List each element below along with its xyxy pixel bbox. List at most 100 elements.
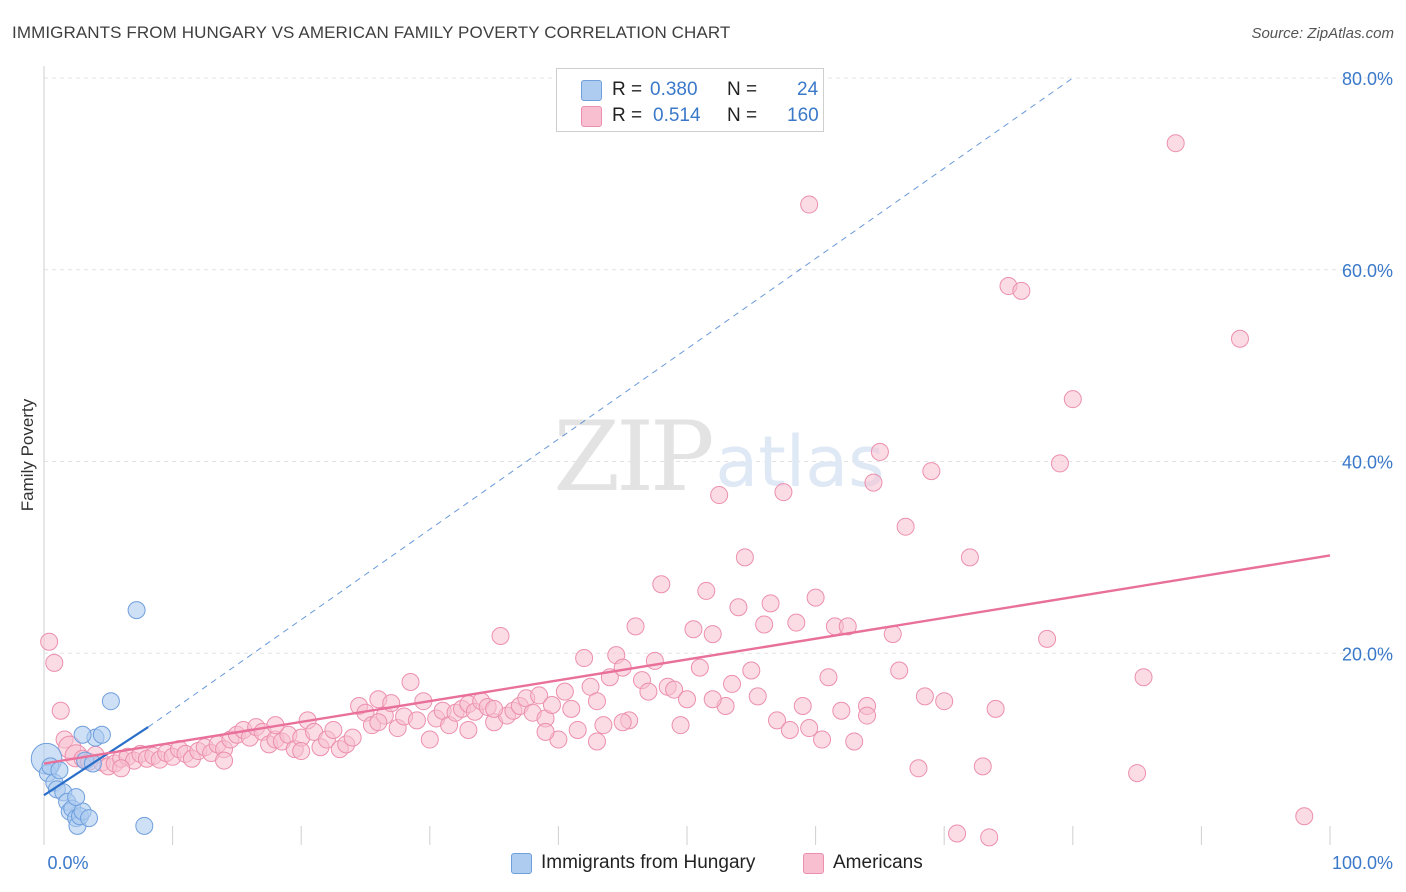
americans-point <box>562 699 581 718</box>
americans-point <box>800 195 819 214</box>
americans-point <box>960 548 979 567</box>
americans-point <box>587 692 606 711</box>
americans-point <box>292 742 311 761</box>
americans-point <box>626 617 645 636</box>
americans-point <box>459 720 478 739</box>
americans-point <box>729 598 748 617</box>
americans-point <box>723 674 742 693</box>
hungary-n-value: 24 <box>797 79 819 100</box>
americans-point <box>684 620 703 639</box>
americans-point <box>1295 807 1314 826</box>
y-tick-label: 80.0% <box>1342 69 1393 89</box>
americans-point <box>485 699 504 718</box>
bottom-hungary-label: Immigrants from Hungary <box>541 852 756 873</box>
hungary-r-value: 0.380 <box>650 79 698 100</box>
americans-point <box>1038 629 1057 648</box>
americans-point <box>51 701 70 720</box>
tick-labels: 20.0% 40.0% 60.0% 80.0% 0.0% 100.0% <box>47 69 1393 873</box>
americans-point <box>870 442 889 461</box>
americans-point <box>864 473 883 492</box>
americans-point <box>613 713 632 732</box>
americans-point <box>980 828 999 847</box>
americans-point <box>536 722 555 741</box>
americans-point <box>1050 454 1069 473</box>
hungary-point <box>73 725 92 744</box>
americans-point <box>40 632 59 651</box>
americans-point <box>369 713 388 732</box>
americans-point <box>420 730 439 749</box>
americans-n-value: 160 <box>787 105 819 126</box>
americans-point <box>748 687 767 706</box>
americans-point <box>1230 329 1249 348</box>
americans-point <box>645 651 664 670</box>
americans-point <box>800 719 819 738</box>
x-tick-label: 0.0% <box>47 853 88 873</box>
correlation-legend: R = 0.380 N = 24 R = 0.514 N = 160 <box>556 68 824 132</box>
americans-point <box>542 696 561 715</box>
hungary-trend-line <box>43 726 149 797</box>
americans-point <box>703 625 722 644</box>
americans-point <box>215 751 234 770</box>
americans-swatch <box>581 106 602 127</box>
americans-point <box>787 613 806 632</box>
hungary-point <box>67 788 86 807</box>
americans-n-label: N = <box>727 105 758 126</box>
hungary-point <box>127 601 146 620</box>
americans-point <box>652 575 671 594</box>
watermark-zip: ZIP <box>553 401 712 513</box>
americans-point <box>401 673 420 692</box>
americans-point <box>697 581 716 600</box>
americans-point <box>768 711 787 730</box>
y-axis-label: Family Poverty <box>18 398 37 512</box>
americans-point <box>678 690 696 709</box>
americans-point <box>858 706 877 725</box>
source-label: Source: ZipAtlas.com <box>1251 25 1394 42</box>
bottom-americans-label: Americans <box>833 852 923 873</box>
trend-lines <box>43 77 1331 797</box>
axes <box>43 66 1331 845</box>
americans-point <box>793 696 812 715</box>
americans-point <box>896 517 915 536</box>
hungary-point <box>50 761 69 780</box>
hungary-points <box>30 601 154 835</box>
hungary-swatch <box>581 80 602 101</box>
americans-point <box>742 661 761 680</box>
americans-point <box>703 690 722 709</box>
americans-point <box>813 730 832 749</box>
americans-point <box>407 711 426 730</box>
americans-point <box>710 486 729 505</box>
watermark: ZIP atlas <box>553 401 884 513</box>
americans-r-value: 0.514 <box>653 105 701 126</box>
x-tick-label: 100.0% <box>1332 853 1393 873</box>
americans-point <box>575 649 594 668</box>
americans-point <box>948 824 967 843</box>
bottom-hungary-swatch <box>511 853 532 874</box>
americans-point <box>555 682 574 701</box>
americans-point <box>845 732 864 751</box>
hungary-r-label: R = <box>612 79 643 100</box>
hungary-point <box>92 725 111 744</box>
y-tick-label: 40.0% <box>1342 453 1393 473</box>
americans-point <box>761 594 780 613</box>
americans-point <box>915 687 934 706</box>
hungary-point <box>135 816 154 835</box>
americans-point <box>819 668 838 687</box>
hungary-point <box>101 692 120 711</box>
americans-point <box>1166 134 1185 153</box>
americans-point <box>973 757 992 776</box>
americans-points <box>40 134 1314 847</box>
americans-point <box>324 720 343 739</box>
y-tick-label: 20.0% <box>1342 644 1393 664</box>
americans-point <box>986 699 1005 718</box>
grid-lines <box>44 77 1395 654</box>
americans-point <box>922 462 941 481</box>
americans-point <box>832 701 851 720</box>
americans-point <box>1134 668 1153 687</box>
americans-point <box>1128 764 1147 783</box>
americans-point <box>613 658 632 677</box>
americans-point <box>909 759 928 778</box>
hungary-point <box>80 809 99 828</box>
americans-point <box>587 732 606 751</box>
chart-title: IMMIGRANTS FROM HUNGARY VS AMERICAN FAMI… <box>12 23 731 42</box>
